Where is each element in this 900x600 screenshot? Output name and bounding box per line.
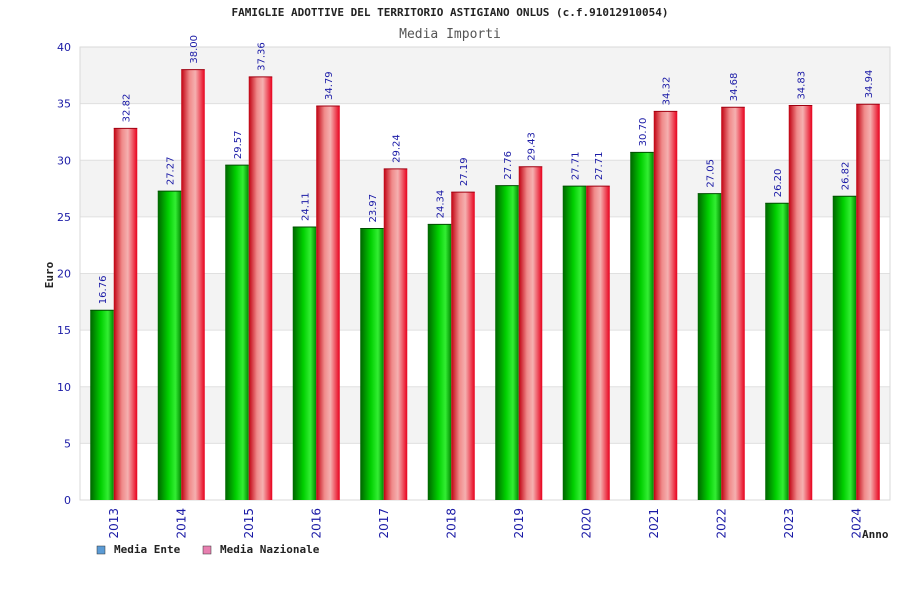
bar-media-ente [360, 228, 384, 501]
value-label: 30.70 [638, 118, 649, 147]
bar-media-ente [225, 165, 249, 500]
value-label: 27.71 [594, 152, 605, 181]
bar-media-ente [832, 196, 857, 501]
bar-media-nazionale [316, 106, 340, 501]
y-tick-label: 5 [64, 437, 71, 450]
grid-band [80, 216, 890, 274]
bar-media-ente [630, 152, 654, 500]
bar-media-nazionale [788, 105, 813, 501]
x-tick-label: 2015 [242, 508, 256, 539]
grid-band [80, 386, 890, 444]
legend-swatch-media-ente [96, 545, 106, 555]
x-tick-label: 2019 [512, 508, 526, 539]
value-label: 34.83 [797, 71, 808, 100]
chart-subtitle: Media Importi [399, 27, 501, 42]
grid-band [80, 103, 890, 161]
value-label: 26.20 [773, 169, 784, 198]
value-label: 32.82 [122, 94, 133, 123]
x-tick-label: 2014 [174, 508, 188, 539]
y-tick-label: 0 [64, 494, 71, 507]
value-label: 27.05 [706, 159, 717, 188]
y-tick-label: 25 [57, 211, 71, 224]
plot-border [79, 46, 891, 501]
bar-media-nazionale [248, 76, 273, 500]
y-tick-label: 20 [57, 268, 71, 281]
x-tick-label: 2017 [377, 508, 391, 539]
grid-band [80, 47, 890, 104]
value-label: 29.43 [527, 132, 538, 161]
value-label: 16.76 [98, 276, 109, 305]
value-label: 29.57 [233, 130, 244, 159]
x-tick-label: 2024 [849, 508, 863, 539]
value-label: 27.27 [166, 157, 177, 186]
value-label: 34.68 [729, 73, 740, 102]
grid-band [80, 273, 890, 331]
bar-media-ente [697, 193, 722, 500]
value-label: 23.97 [368, 194, 379, 223]
value-label: 24.34 [436, 190, 447, 219]
x-tick-label: 2020 [579, 508, 593, 539]
value-label: 27.19 [459, 157, 470, 186]
bar-media-nazionale [721, 107, 745, 501]
x-tick-label: 2016 [309, 508, 323, 539]
y-tick-label: 10 [57, 381, 71, 394]
legend-label-media-ente: Media Ente [114, 543, 181, 556]
bar-media-ente [427, 224, 452, 501]
bar-media-ente [90, 310, 114, 500]
bar-media-ente [157, 191, 182, 501]
y-axis-label: Euro [43, 261, 56, 288]
legend: Media Ente Media Nazionale [96, 543, 320, 556]
bar-media-nazionale [856, 104, 880, 500]
bar-media-nazionale [586, 186, 610, 500]
x-axis-label: Anno [862, 528, 889, 541]
bar-media-ente [562, 186, 587, 500]
x-tick-label: 2018 [444, 508, 458, 539]
y-tick-label: 30 [57, 154, 71, 167]
value-label: 26.82 [841, 162, 852, 191]
value-label: 27.71 [571, 152, 582, 181]
bar-media-nazionale [518, 166, 543, 500]
bar-media-nazionale [451, 192, 475, 501]
value-label: 38.00 [189, 35, 200, 64]
grid-band [80, 443, 890, 500]
legend-label-media-nazionale: Media Nazionale [220, 543, 320, 556]
x-tick-label: 2023 [782, 508, 796, 539]
x-tick-label: 2022 [714, 508, 728, 539]
bar-media-ente [292, 226, 317, 500]
value-label: 29.24 [392, 134, 403, 163]
grid-band [80, 330, 890, 387]
legend-swatch-media-nazionale [202, 545, 212, 555]
chart-title: FAMIGLIE ADOTTIVE DEL TERRITORIO ASTIGIA… [231, 6, 668, 19]
bar-media-ente [495, 185, 519, 501]
y-tick-label: 35 [57, 98, 71, 111]
y-tick-label: 40 [57, 41, 71, 54]
grid-band [80, 160, 890, 217]
bar-media-ente [765, 203, 789, 500]
bar-media-nazionale [181, 69, 205, 501]
value-label: 34.32 [662, 77, 673, 106]
bar-media-nazionale [653, 111, 678, 501]
value-label: 24.11 [301, 192, 312, 221]
value-label: 34.79 [324, 71, 335, 100]
value-label: 34.94 [864, 70, 875, 99]
x-tick-label: 2021 [647, 508, 661, 539]
bar-media-nazionale [113, 128, 138, 500]
plot-area: 0 5 10 15 20 25 30 35 40 16.76 32.82 2013 27.27 38.00… [57, 35, 891, 539]
value-label: 37.36 [257, 42, 268, 71]
x-tick-label: 2013 [107, 508, 121, 539]
value-label: 27.76 [503, 151, 514, 180]
y-tick-label: 15 [57, 324, 71, 337]
bar-media-nazionale [383, 168, 408, 500]
